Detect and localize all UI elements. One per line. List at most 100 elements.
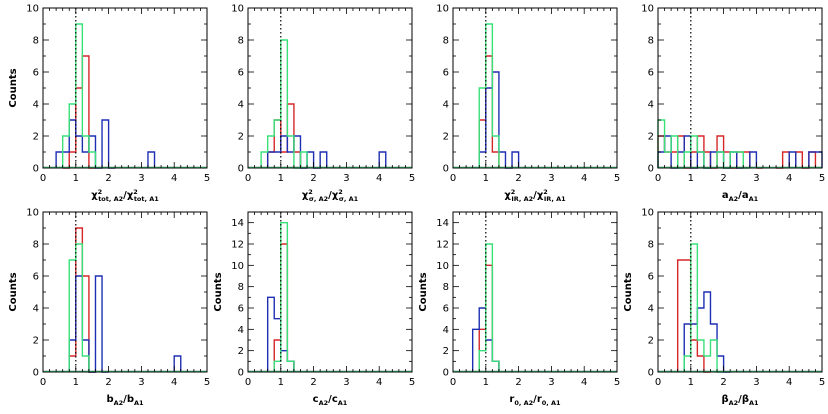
y-tick-label: 0 (648, 368, 654, 379)
y-tick-label: 10 (26, 4, 39, 15)
plot-frame (452, 7, 618, 169)
y-tick-label: 10 (641, 208, 654, 219)
y-tick-label: 4 (238, 100, 244, 111)
x-tick-label: 2 (105, 173, 111, 184)
y-axis-label: Counts (418, 272, 429, 311)
y-tick-label: 4 (443, 100, 449, 111)
y-axis-label: Counts (623, 272, 634, 311)
x-tick-label: 5 (204, 173, 210, 184)
x-tick-label: 4 (581, 173, 587, 184)
y-tick-label: 2 (238, 132, 244, 143)
plot-frame (247, 211, 413, 373)
x-tick-label: 0 (40, 173, 46, 184)
y-tick-label: 12 (231, 240, 244, 251)
y-tick-label: 10 (26, 208, 39, 219)
y-tick-label: 14 (436, 218, 449, 229)
x-tick-label: 0 (655, 173, 661, 184)
y-tick-label: 6 (238, 68, 244, 79)
x-tick-label: 4 (786, 173, 792, 184)
x-tick-label: 0 (450, 377, 456, 388)
x-tick-label: 4 (581, 377, 587, 388)
series-blue-steps (55, 119, 156, 169)
series-green-steps (61, 23, 97, 168)
x-axis-label: aA2/aA1 (722, 190, 759, 203)
x-tick-label: 1 (278, 377, 284, 388)
x-tick-label: 2 (515, 377, 521, 388)
y-tick-label: 2 (33, 132, 39, 143)
plot-frame (42, 7, 208, 169)
y-tick-label: 6 (443, 304, 449, 315)
x-tick-label: 2 (720, 173, 726, 184)
series-blue-steps (683, 291, 731, 373)
y-tick-label: 4 (648, 304, 654, 315)
x-tick-label: 1 (483, 173, 489, 184)
histogram-panel-3: 0 1 2 3 4 5 0 2 4 6 8 10 χ2 IR, A2/χ2 IR, A1 (436, 4, 620, 204)
series-red-steps (62, 55, 96, 169)
series-green-steps (273, 221, 295, 372)
y-axis-label: Counts (8, 272, 19, 311)
x-tick-label: 5 (819, 377, 825, 388)
series-blue-steps (657, 135, 823, 169)
y-tick-label: 0 (648, 164, 654, 175)
y-tick-label: 4 (33, 304, 39, 315)
series-green-steps (260, 39, 308, 169)
x-tick-label: 0 (245, 377, 251, 388)
series-red-steps (676, 259, 711, 373)
series-red-steps (478, 55, 500, 168)
x-tick-label: 5 (409, 377, 415, 388)
y-tick-label: 0 (238, 368, 244, 379)
y-tick-label: 2 (648, 132, 654, 143)
x-axis-label: χ2 σ, A2/χ2 σ, A1 (302, 188, 359, 203)
x-tick-label: 4 (171, 173, 177, 184)
x-tick-label: 2 (105, 377, 111, 388)
x-tick-label: 5 (409, 173, 415, 184)
x-tick-label: 0 (40, 377, 46, 388)
y-tick-label: 6 (443, 68, 449, 79)
x-axis-label: χ2 IR, A2/χ2 IR, A1 (504, 188, 566, 203)
y-tick-label: 0 (443, 368, 449, 379)
series-green-steps (68, 243, 90, 372)
x-tick-label: 1 (483, 377, 489, 388)
x-axis-label: βA2/βA1 (721, 394, 759, 407)
y-tick-label: 8 (238, 282, 244, 293)
y-tick-label: 4 (648, 100, 654, 111)
x-tick-label: 0 (450, 173, 456, 184)
plot-frame (42, 211, 208, 373)
x-tick-label: 4 (376, 173, 382, 184)
y-tick-label: 8 (443, 36, 449, 47)
y-tick-label: 8 (33, 240, 39, 251)
x-tick-label: 5 (614, 377, 620, 388)
y-tick-label: 4 (238, 325, 244, 336)
y-tick-label: 10 (231, 261, 244, 272)
y-tick-label: 6 (648, 68, 654, 79)
y-tick-label: 10 (436, 4, 449, 15)
x-tick-label: 1 (278, 173, 284, 184)
x-tick-label: 2 (310, 173, 316, 184)
x-tick-label: 0 (245, 173, 251, 184)
y-tick-label: 6 (33, 272, 39, 283)
y-tick-label: 0 (33, 164, 39, 175)
y-tick-label: 6 (648, 272, 654, 283)
y-tick-label: 0 (443, 164, 449, 175)
y-tick-label: 0 (238, 164, 244, 175)
x-tick-label: 2 (515, 173, 521, 184)
x-tick-label: 3 (548, 377, 554, 388)
plot-frame (452, 211, 618, 373)
x-tick-label: 3 (753, 377, 759, 388)
x-tick-label: 3 (138, 173, 144, 184)
x-tick-label: 3 (343, 173, 349, 184)
y-tick-label: 10 (641, 4, 654, 15)
x-tick-label: 1 (688, 377, 694, 388)
y-tick-label: 6 (33, 68, 39, 79)
x-tick-label: 3 (138, 377, 144, 388)
series-blue-steps (68, 275, 182, 373)
y-tick-label: 8 (443, 282, 449, 293)
x-tick-label: 1 (73, 377, 79, 388)
x-axis-label: χ2 tot, A2/χ2 tot, A1 (91, 188, 159, 203)
x-tick-label: 2 (310, 377, 316, 388)
y-tick-label: 2 (648, 336, 654, 347)
y-tick-label: 10 (231, 4, 244, 15)
series-red-steps (478, 264, 500, 372)
